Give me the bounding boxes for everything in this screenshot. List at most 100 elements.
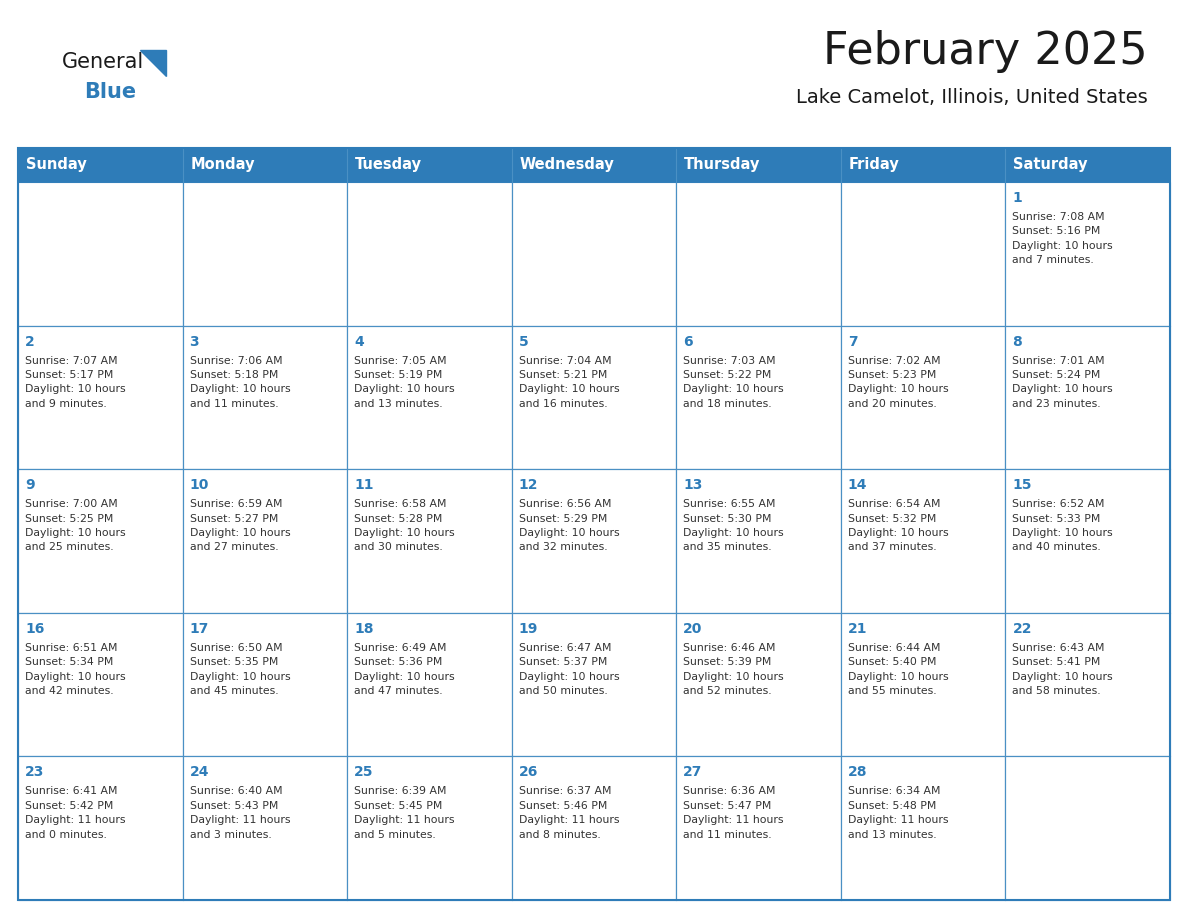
Bar xyxy=(183,182,347,326)
Text: Sunrise: 7:02 AM
Sunset: 5:23 PM
Daylight: 10 hours
and 20 minutes.: Sunrise: 7:02 AM Sunset: 5:23 PM Dayligh… xyxy=(848,355,948,409)
Bar xyxy=(183,326,347,469)
Text: Friday: Friday xyxy=(849,158,899,173)
Bar xyxy=(512,613,676,756)
Text: Sunrise: 6:59 AM
Sunset: 5:27 PM
Daylight: 10 hours
and 27 minutes.: Sunrise: 6:59 AM Sunset: 5:27 PM Dayligh… xyxy=(190,499,290,553)
Bar xyxy=(1005,148,1170,182)
Text: Sunrise: 6:56 AM
Sunset: 5:29 PM
Daylight: 10 hours
and 32 minutes.: Sunrise: 6:56 AM Sunset: 5:29 PM Dayligh… xyxy=(519,499,619,553)
Bar xyxy=(18,756,183,900)
Bar xyxy=(512,469,676,613)
Bar xyxy=(347,182,512,326)
Text: General: General xyxy=(62,52,144,72)
Text: February 2025: February 2025 xyxy=(823,30,1148,73)
Bar xyxy=(841,182,1005,326)
Text: 25: 25 xyxy=(354,766,374,779)
Text: 5: 5 xyxy=(519,334,529,349)
Bar xyxy=(512,756,676,900)
Bar xyxy=(841,326,1005,469)
Bar xyxy=(1005,469,1170,613)
Bar xyxy=(18,148,183,182)
Bar xyxy=(676,469,841,613)
Text: 26: 26 xyxy=(519,766,538,779)
Text: 10: 10 xyxy=(190,478,209,492)
Text: 18: 18 xyxy=(354,621,374,636)
Text: Blue: Blue xyxy=(84,82,137,102)
Bar xyxy=(676,148,841,182)
Text: 2: 2 xyxy=(25,334,34,349)
Text: Sunrise: 7:04 AM
Sunset: 5:21 PM
Daylight: 10 hours
and 16 minutes.: Sunrise: 7:04 AM Sunset: 5:21 PM Dayligh… xyxy=(519,355,619,409)
Text: Sunrise: 6:51 AM
Sunset: 5:34 PM
Daylight: 10 hours
and 42 minutes.: Sunrise: 6:51 AM Sunset: 5:34 PM Dayligh… xyxy=(25,643,126,696)
Text: Tuesday: Tuesday xyxy=(355,158,422,173)
Bar xyxy=(18,613,183,756)
Text: 27: 27 xyxy=(683,766,702,779)
Text: 1: 1 xyxy=(1012,191,1022,205)
Text: Sunrise: 7:03 AM
Sunset: 5:22 PM
Daylight: 10 hours
and 18 minutes.: Sunrise: 7:03 AM Sunset: 5:22 PM Dayligh… xyxy=(683,355,784,409)
Text: 14: 14 xyxy=(848,478,867,492)
Text: Sunrise: 6:58 AM
Sunset: 5:28 PM
Daylight: 10 hours
and 30 minutes.: Sunrise: 6:58 AM Sunset: 5:28 PM Dayligh… xyxy=(354,499,455,553)
Text: Monday: Monday xyxy=(190,158,255,173)
Bar xyxy=(18,148,1170,900)
Text: Sunrise: 7:08 AM
Sunset: 5:16 PM
Daylight: 10 hours
and 7 minutes.: Sunrise: 7:08 AM Sunset: 5:16 PM Dayligh… xyxy=(1012,212,1113,265)
Text: 9: 9 xyxy=(25,478,34,492)
Bar xyxy=(183,756,347,900)
Bar xyxy=(1005,756,1170,900)
Bar xyxy=(676,182,841,326)
Text: 11: 11 xyxy=(354,478,374,492)
Bar xyxy=(183,469,347,613)
Bar xyxy=(18,326,183,469)
Text: 7: 7 xyxy=(848,334,858,349)
Text: 8: 8 xyxy=(1012,334,1022,349)
Bar xyxy=(1005,182,1170,326)
Text: Sunrise: 6:36 AM
Sunset: 5:47 PM
Daylight: 11 hours
and 11 minutes.: Sunrise: 6:36 AM Sunset: 5:47 PM Dayligh… xyxy=(683,787,784,840)
Text: Sunrise: 6:39 AM
Sunset: 5:45 PM
Daylight: 11 hours
and 5 minutes.: Sunrise: 6:39 AM Sunset: 5:45 PM Dayligh… xyxy=(354,787,455,840)
Text: Sunrise: 6:37 AM
Sunset: 5:46 PM
Daylight: 11 hours
and 8 minutes.: Sunrise: 6:37 AM Sunset: 5:46 PM Dayligh… xyxy=(519,787,619,840)
Bar xyxy=(512,182,676,326)
Text: Lake Camelot, Illinois, United States: Lake Camelot, Illinois, United States xyxy=(796,88,1148,107)
Text: 24: 24 xyxy=(190,766,209,779)
Text: Sunday: Sunday xyxy=(26,158,87,173)
Polygon shape xyxy=(140,50,166,76)
Bar xyxy=(347,326,512,469)
Bar xyxy=(18,469,183,613)
Bar xyxy=(183,148,347,182)
Bar xyxy=(841,148,1005,182)
Bar xyxy=(347,469,512,613)
Text: 21: 21 xyxy=(848,621,867,636)
Bar xyxy=(18,182,183,326)
Text: Sunrise: 6:44 AM
Sunset: 5:40 PM
Daylight: 10 hours
and 55 minutes.: Sunrise: 6:44 AM Sunset: 5:40 PM Dayligh… xyxy=(848,643,948,696)
Text: Thursday: Thursday xyxy=(684,158,760,173)
Text: Sunrise: 7:00 AM
Sunset: 5:25 PM
Daylight: 10 hours
and 25 minutes.: Sunrise: 7:00 AM Sunset: 5:25 PM Dayligh… xyxy=(25,499,126,553)
Bar xyxy=(676,326,841,469)
Bar xyxy=(347,613,512,756)
Text: 13: 13 xyxy=(683,478,702,492)
Bar xyxy=(347,756,512,900)
Bar xyxy=(841,613,1005,756)
Text: Sunrise: 7:07 AM
Sunset: 5:17 PM
Daylight: 10 hours
and 9 minutes.: Sunrise: 7:07 AM Sunset: 5:17 PM Dayligh… xyxy=(25,355,126,409)
Text: 23: 23 xyxy=(25,766,44,779)
Text: Sunrise: 6:40 AM
Sunset: 5:43 PM
Daylight: 11 hours
and 3 minutes.: Sunrise: 6:40 AM Sunset: 5:43 PM Dayligh… xyxy=(190,787,290,840)
Bar xyxy=(841,756,1005,900)
Text: Sunrise: 7:06 AM
Sunset: 5:18 PM
Daylight: 10 hours
and 11 minutes.: Sunrise: 7:06 AM Sunset: 5:18 PM Dayligh… xyxy=(190,355,290,409)
Bar xyxy=(183,613,347,756)
Text: Sunrise: 6:49 AM
Sunset: 5:36 PM
Daylight: 10 hours
and 47 minutes.: Sunrise: 6:49 AM Sunset: 5:36 PM Dayligh… xyxy=(354,643,455,696)
Bar xyxy=(676,756,841,900)
Text: 4: 4 xyxy=(354,334,364,349)
Text: Sunrise: 6:50 AM
Sunset: 5:35 PM
Daylight: 10 hours
and 45 minutes.: Sunrise: 6:50 AM Sunset: 5:35 PM Dayligh… xyxy=(190,643,290,696)
Text: 15: 15 xyxy=(1012,478,1032,492)
Bar xyxy=(512,148,676,182)
Text: 28: 28 xyxy=(848,766,867,779)
Text: Wednesday: Wednesday xyxy=(519,158,614,173)
Text: 6: 6 xyxy=(683,334,693,349)
Text: Sunrise: 6:54 AM
Sunset: 5:32 PM
Daylight: 10 hours
and 37 minutes.: Sunrise: 6:54 AM Sunset: 5:32 PM Dayligh… xyxy=(848,499,948,553)
Text: 19: 19 xyxy=(519,621,538,636)
Text: Sunrise: 7:05 AM
Sunset: 5:19 PM
Daylight: 10 hours
and 13 minutes.: Sunrise: 7:05 AM Sunset: 5:19 PM Dayligh… xyxy=(354,355,455,409)
Text: Sunrise: 6:41 AM
Sunset: 5:42 PM
Daylight: 11 hours
and 0 minutes.: Sunrise: 6:41 AM Sunset: 5:42 PM Dayligh… xyxy=(25,787,126,840)
Bar xyxy=(512,326,676,469)
Text: Sunrise: 6:46 AM
Sunset: 5:39 PM
Daylight: 10 hours
and 52 minutes.: Sunrise: 6:46 AM Sunset: 5:39 PM Dayligh… xyxy=(683,643,784,696)
Text: 3: 3 xyxy=(190,334,200,349)
Bar xyxy=(1005,326,1170,469)
Bar xyxy=(1005,613,1170,756)
Text: Sunrise: 7:01 AM
Sunset: 5:24 PM
Daylight: 10 hours
and 23 minutes.: Sunrise: 7:01 AM Sunset: 5:24 PM Dayligh… xyxy=(1012,355,1113,409)
Text: Saturday: Saturday xyxy=(1013,158,1088,173)
Text: 20: 20 xyxy=(683,621,702,636)
Bar xyxy=(676,613,841,756)
